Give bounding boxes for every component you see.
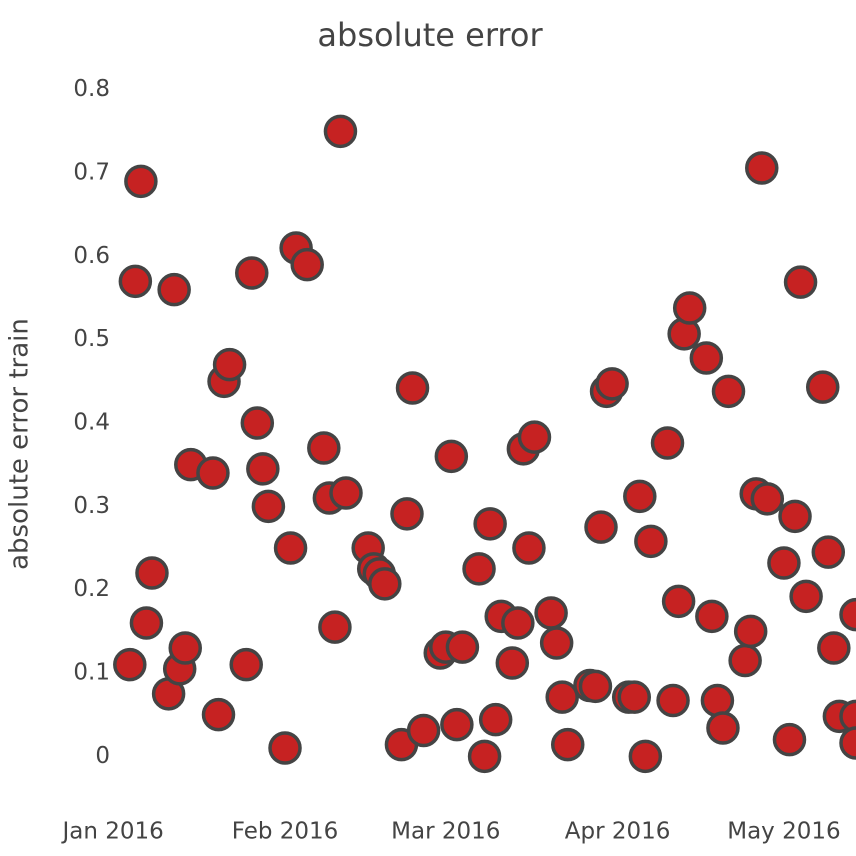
point xyxy=(728,643,762,678)
point xyxy=(750,482,785,516)
y-tick-label: 0.3 xyxy=(73,493,110,519)
y-tick-label: 0.2 xyxy=(73,576,110,602)
x-tick-label: Apr 2016 xyxy=(565,819,671,845)
point xyxy=(733,614,768,649)
point xyxy=(129,606,164,640)
point xyxy=(251,489,286,524)
point xyxy=(268,731,302,765)
y-tick-label: 0.7 xyxy=(73,160,110,186)
point xyxy=(517,420,552,454)
y-tick-label: 0.8 xyxy=(73,76,110,102)
point xyxy=(700,683,735,718)
point xyxy=(783,265,818,299)
point xyxy=(240,406,275,440)
point xyxy=(368,567,402,601)
chart-title: absolute error xyxy=(317,16,543,54)
point xyxy=(545,680,579,714)
point xyxy=(745,151,779,185)
point xyxy=(406,713,441,748)
point xyxy=(201,697,236,732)
point xyxy=(434,439,469,474)
point xyxy=(478,702,513,737)
point xyxy=(395,371,430,405)
point xyxy=(124,164,158,199)
point xyxy=(473,507,507,541)
y-axis-title: absolute error train xyxy=(5,318,35,570)
y-tick-label: 0.5 xyxy=(73,326,110,352)
point xyxy=(617,680,652,714)
x-tick-label: Mar 2016 xyxy=(391,819,500,845)
point xyxy=(584,510,618,544)
point xyxy=(235,256,269,290)
point xyxy=(623,479,657,514)
point xyxy=(578,669,613,704)
point xyxy=(817,631,851,665)
point xyxy=(273,531,308,565)
point xyxy=(462,552,496,586)
point xyxy=(467,739,502,774)
y-tick-label: 0.6 xyxy=(73,243,110,269)
point xyxy=(246,452,280,486)
point xyxy=(329,476,363,510)
point xyxy=(839,726,856,760)
plot-area xyxy=(113,114,856,774)
point xyxy=(839,699,856,734)
point xyxy=(196,456,230,490)
point xyxy=(706,711,740,745)
point xyxy=(811,535,846,569)
point xyxy=(290,247,324,282)
point xyxy=(805,370,840,404)
point xyxy=(695,599,729,634)
point xyxy=(440,707,474,742)
point xyxy=(656,683,690,718)
point xyxy=(534,596,568,630)
point xyxy=(501,606,535,640)
point xyxy=(168,631,202,665)
point xyxy=(634,524,668,559)
x-tick-label: Jan 2016 xyxy=(61,819,164,845)
x-tick-label: Feb 2016 xyxy=(232,819,339,845)
point xyxy=(772,722,807,757)
y-tick-label: 0 xyxy=(95,743,110,769)
point xyxy=(539,626,574,660)
point xyxy=(512,531,546,565)
point xyxy=(839,597,856,632)
point xyxy=(650,426,685,460)
point xyxy=(307,431,341,465)
point xyxy=(550,727,585,762)
point xyxy=(113,647,147,682)
point xyxy=(778,499,812,534)
point xyxy=(767,546,801,580)
point xyxy=(595,367,629,401)
point xyxy=(689,341,724,375)
point xyxy=(789,579,823,614)
point xyxy=(711,374,746,409)
point xyxy=(672,291,707,325)
point xyxy=(390,497,424,531)
point xyxy=(118,264,153,299)
point xyxy=(661,584,696,619)
point xyxy=(135,556,169,590)
point xyxy=(157,272,191,307)
point xyxy=(212,347,247,382)
x-tick-label: May 2016 xyxy=(727,819,840,845)
y-tick-label: 0.1 xyxy=(73,660,110,686)
y-tick-label: 0.4 xyxy=(73,410,110,436)
point xyxy=(445,630,480,664)
point xyxy=(495,646,530,680)
point xyxy=(318,610,352,644)
point xyxy=(323,114,358,149)
point xyxy=(628,739,663,774)
point xyxy=(229,647,263,682)
